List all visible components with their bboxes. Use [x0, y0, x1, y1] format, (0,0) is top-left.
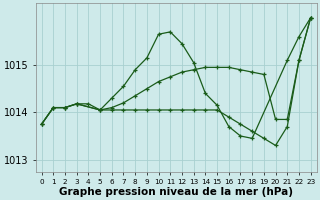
X-axis label: Graphe pression niveau de la mer (hPa): Graphe pression niveau de la mer (hPa) [59, 187, 293, 197]
